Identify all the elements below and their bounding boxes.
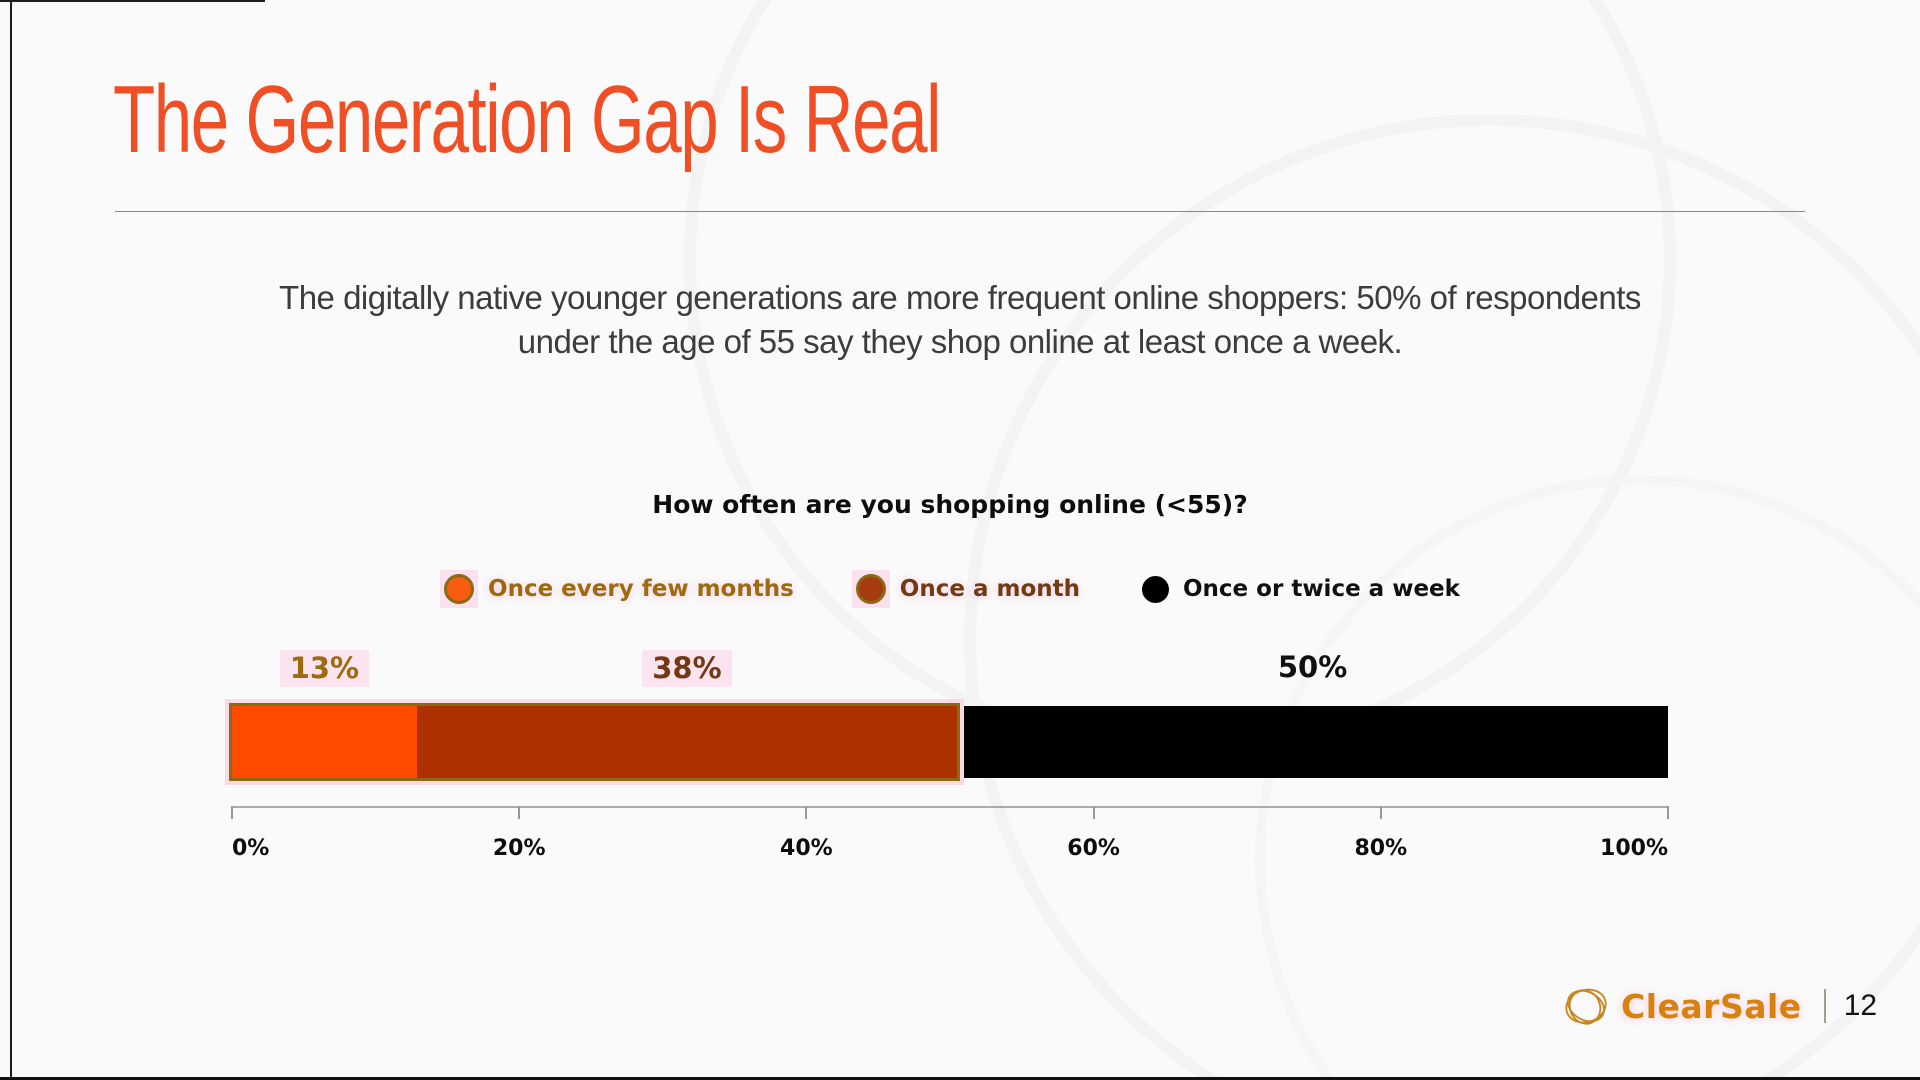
legend-dot-icon bbox=[1142, 575, 1169, 603]
legend-dot-highlight bbox=[440, 570, 479, 608]
x-axis-tick-label: 80% bbox=[1354, 836, 1408, 861]
x-axis-tick-label: 20% bbox=[492, 836, 546, 861]
legend-dot-highlight bbox=[851, 570, 890, 608]
x-axis-tick-label: 60% bbox=[1067, 836, 1120, 861]
subtitle-line-2: under the age of 55 say they shop online… bbox=[517, 322, 1403, 360]
x-axis-tick-label: 40% bbox=[780, 836, 833, 861]
legend-label: Once or twice a week bbox=[1183, 576, 1460, 602]
x-axis: 0% 20% 40% 60% 80% 100% bbox=[231, 806, 1669, 876]
bar-segment-once-a-month bbox=[416, 706, 958, 778]
page-title: The Generation Gap Is Real bbox=[113, 66, 941, 173]
legend-dot-plain bbox=[1138, 572, 1173, 607]
legend-item-once-or-twice-a-week: Once or twice a week bbox=[1138, 572, 1460, 607]
bar-highlight-group bbox=[232, 706, 958, 778]
x-axis-tick bbox=[805, 806, 808, 819]
legend-label: Once every few months bbox=[488, 576, 794, 602]
legend-dot-icon bbox=[444, 574, 475, 604]
x-axis-tick bbox=[231, 806, 233, 819]
page-number: 12 bbox=[1843, 989, 1878, 1022]
x-axis-tick bbox=[1379, 806, 1382, 819]
brand-name: ClearSale bbox=[1621, 986, 1802, 1026]
clearsale-logo-icon bbox=[1565, 988, 1607, 1025]
legend-item-once-a-month: Once a month bbox=[851, 570, 1080, 608]
page-border-left bbox=[10, 0, 12, 1080]
page-border-bottom bbox=[0, 1077, 1920, 1080]
chart-title: How often are you shopping online (<55)? bbox=[652, 490, 1248, 519]
x-axis-tick-label: 100% bbox=[1600, 836, 1668, 861]
x-axis-tick-label: 0% bbox=[232, 836, 270, 861]
chart-legend: Once every few months Once a month Once … bbox=[232, 570, 1668, 608]
bar-segment-once-or-twice-a-week bbox=[957, 706, 1668, 778]
x-axis-tick bbox=[518, 806, 521, 819]
value-label: 13% bbox=[279, 650, 370, 687]
value-cell: 50% bbox=[957, 650, 1668, 685]
bar-segment-once-every-few-months bbox=[232, 706, 417, 778]
stacked-bar-chart bbox=[232, 706, 1668, 778]
value-label: 50% bbox=[1277, 650, 1348, 684]
title-divider-line bbox=[115, 211, 1805, 212]
subtitle-line-1: The digitally native younger generations… bbox=[279, 279, 1641, 316]
legend-label: Once a month bbox=[899, 576, 1080, 602]
value-cell: 13% bbox=[232, 650, 417, 687]
footer-divider bbox=[1823, 989, 1826, 1023]
bar-value-labels: 13% 38% 50% bbox=[232, 650, 1668, 687]
legend-dot-icon bbox=[855, 574, 886, 604]
value-label: 38% bbox=[642, 650, 732, 687]
x-axis-line bbox=[232, 806, 1668, 808]
legend-item-once-every-few-months: Once every few months bbox=[440, 570, 794, 608]
footer: ClearSale 12 bbox=[1560, 980, 1877, 1032]
subtitle-text: The digitally native younger generations… bbox=[0, 276, 1920, 363]
value-cell: 38% bbox=[417, 650, 957, 687]
x-axis-tick bbox=[1667, 806, 1669, 819]
page-border-top bbox=[0, 0, 265, 2]
x-axis-tick bbox=[1092, 806, 1095, 819]
